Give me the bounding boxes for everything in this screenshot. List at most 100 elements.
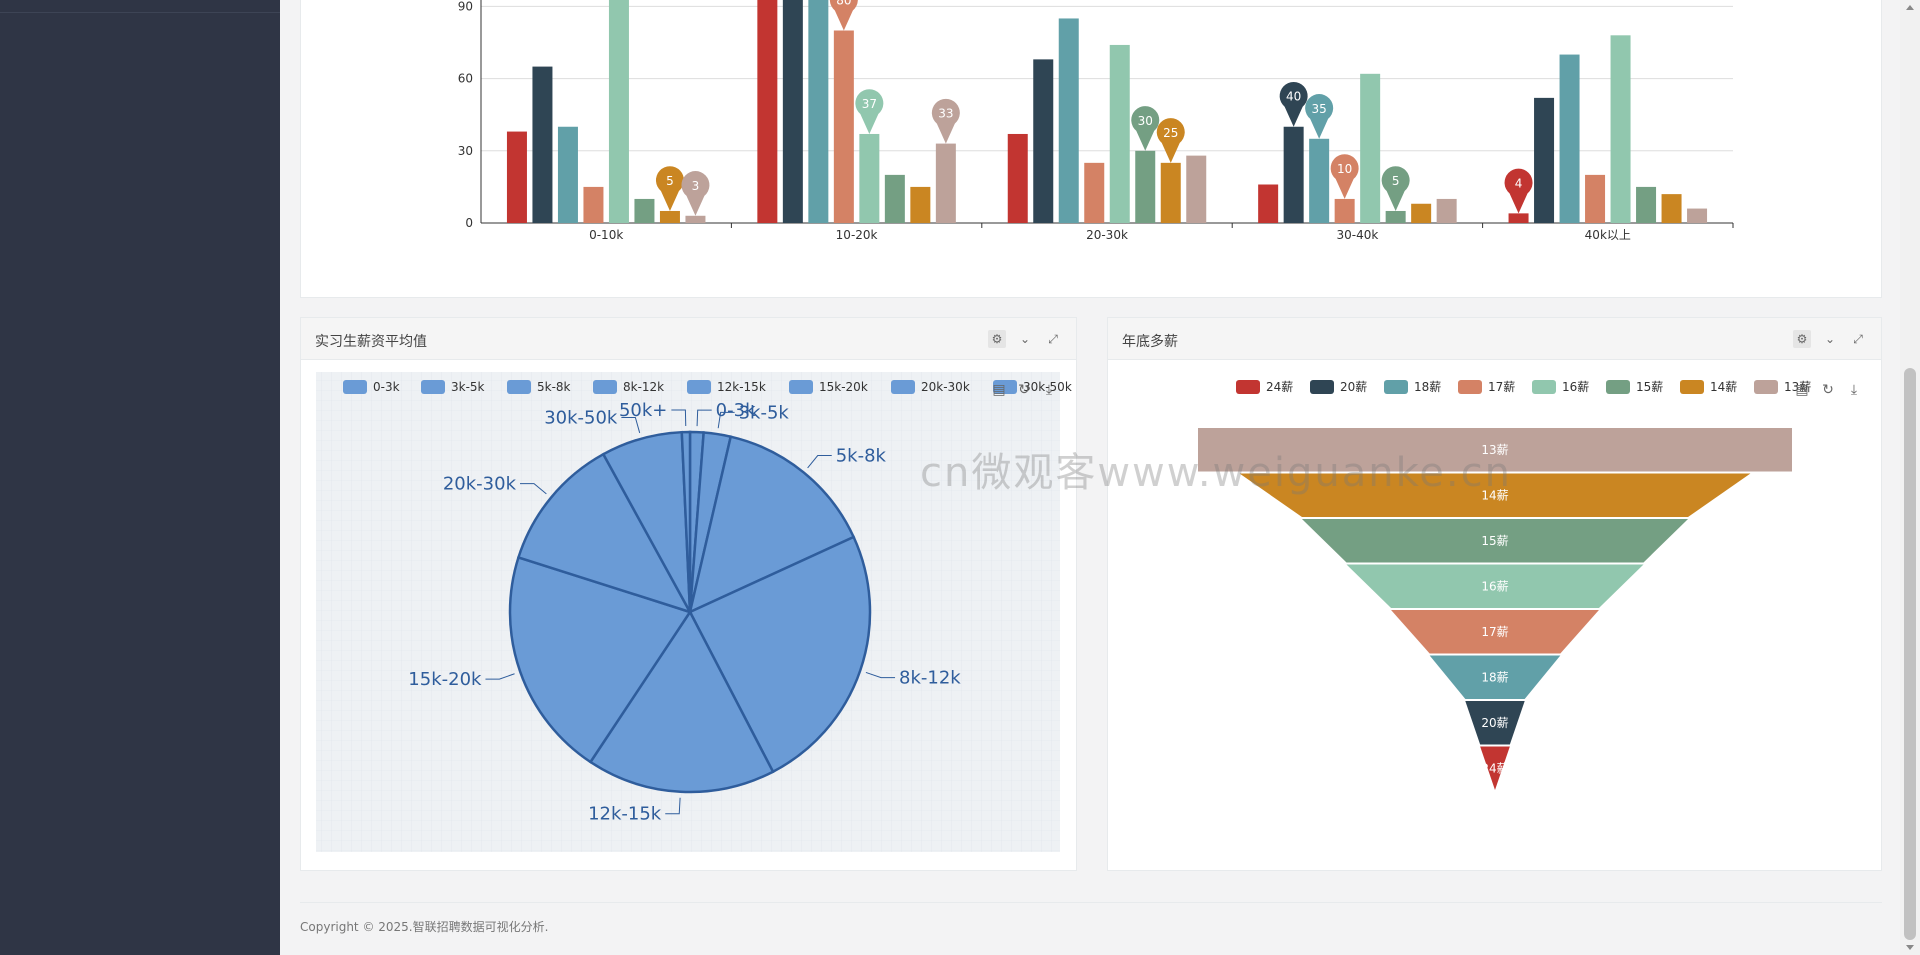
bar [557,126,578,223]
legend-label: 15薪 [1636,380,1663,394]
pie-label: 5k-8k [836,446,887,467]
funnel-layer [1480,746,1510,790]
bar [935,143,956,223]
pin-label: 33 [938,107,953,121]
legend-item: 15薪 [1606,380,1663,394]
pie-slice [508,555,692,764]
scroll-up-arrow[interactable] [1906,5,1914,10]
data-pin: 10 [1330,154,1359,199]
bar [1058,18,1079,224]
chevron-down-icon[interactable]: ⌄ [1019,332,1031,346]
expand-icon[interactable]: ⤢ [1853,332,1863,346]
refresh-icon: ↻ [1822,382,1834,398]
legend-label: 5k-8k [537,380,571,394]
chevron-down-icon[interactable]: ⌄ [1824,332,1836,346]
scrollbar[interactable] [1900,0,1920,955]
pin-label: 37 [862,97,877,111]
pin-marker [829,0,858,31]
pie-label: 0-3k [716,400,756,421]
legend-swatch [1680,380,1704,394]
funnel-label: 16薪 [1481,579,1508,593]
scroll-down-arrow[interactable] [1906,945,1914,950]
download-icon: ⤓ [1851,382,1857,398]
legend-swatch [1384,380,1408,394]
legend-label: 14薪 [1710,380,1737,394]
pin-marker [1279,82,1308,127]
pin-label: 35 [1312,102,1327,116]
pie-slice [516,452,693,615]
data-pin: 80 [829,0,858,31]
legend-swatch [1606,380,1630,394]
legend-item: 30k-50k [993,380,1072,394]
year-end-bonus-panel: 年底多薪 ⚙ ⌄ ⤢ 24薪 20薪 18薪 17薪 16薪 15薪 14薪 13薪 ▤ ↻ ⤓ 13… [1107,317,1882,871]
y-tick-label: 60 [458,72,473,86]
pie-slice [680,430,692,613]
legend-label: 17薪 [1488,380,1515,394]
legend-label: 3k-5k [451,380,485,394]
pin-marker [1504,168,1533,214]
bar [1508,213,1529,223]
gear-icon[interactable]: ⚙ [988,330,1006,348]
pie-label: 8k-12k [899,668,961,689]
legend-item: 24薪 [1236,380,1293,394]
legend-swatch [687,380,711,394]
bar-chart: 0 30 60 90 0-10k 10-20k 20-30k 30-40k 40k以上 5 3 80 3… [458,0,1734,242]
pie-label: 30k-50k [544,408,618,429]
legend-label: 12k-15k [717,380,766,394]
pin-label: 80 [836,0,851,7]
bar-chart-panel: 0 30 60 90 0-10k 10-20k 20-30k 30-40k 40k以上 5 3 80 3… [300,0,1882,298]
panel-title: 年底多薪 [1122,334,1178,350]
legend-item: 3k-5k [421,380,485,394]
bar [1160,162,1181,223]
bar [910,186,931,223]
legend-swatch [507,380,531,394]
x-tick-label: 40k以上 [1585,228,1631,242]
pie-label-line [671,409,687,427]
pin-label: 3 [692,179,700,193]
y-tick-label: 0 [465,216,473,230]
pin-label: 30 [1138,114,1153,128]
bar [1007,133,1028,223]
bar [1334,198,1355,223]
y-tick-label: 30 [458,144,473,158]
pie-label-line [621,417,641,434]
legend-swatch [789,380,813,394]
funnel-layer [1429,655,1561,699]
gear-icon[interactable]: ⚙ [1793,330,1811,348]
data-pin: 30 [1131,106,1160,151]
funnel-label: 18薪 [1481,670,1508,684]
legend-item: 5k-8k [507,380,571,394]
bar [1559,54,1580,223]
panel-title: 实习生薪资平均值 [315,334,427,350]
legend-label: 20k-30k [921,380,970,394]
bar [1186,155,1207,223]
watermark: cn微观客www.weiguanke.cn [920,450,1512,496]
bar [1661,194,1682,223]
bar [1385,210,1406,223]
pie-label-line [696,409,712,427]
x-tick-label: 30-40k [1336,228,1378,242]
data-pin: 5 [1381,166,1410,211]
legend-swatch [891,380,915,394]
pie-chart: 0-3k 3k-5k 5k-8k 8k-12k 12k-15k 15k-20k 20k-30… [316,372,1072,852]
main-content: 0 30 60 90 0-10k 10-20k 20-30k 30-40k 40k以上 5 3 80 3… [280,0,1900,955]
document-icon: ▤ [992,382,1005,398]
bar [685,215,706,223]
scroll-thumb[interactable] [1904,368,1916,940]
funnel-layer [1301,519,1689,563]
pin-label: 40 [1286,90,1301,104]
bar [884,174,905,223]
pin-label: 4 [1515,176,1523,190]
funnel-label: 13薪 [1481,443,1508,457]
legend-label: 15k-20k [819,380,868,394]
legend-item: 13薪 [1754,380,1811,394]
data-pin: 40 [1279,82,1308,127]
funnel-label: 14薪 [1481,488,1508,502]
legend-swatch [1532,380,1556,394]
panel-header: 年底多薪 ⚙ ⌄ ⤢ [1108,318,1881,360]
footer: Copyright © 2025.智联招聘数据可视化分析. [300,902,1882,935]
panel-header: 实习生薪资平均值 ⚙ ⌄ ⤢ [301,318,1076,360]
data-pin: 35 [1305,94,1334,139]
expand-icon[interactable]: ⤢ [1048,332,1058,346]
bar [1309,138,1330,223]
